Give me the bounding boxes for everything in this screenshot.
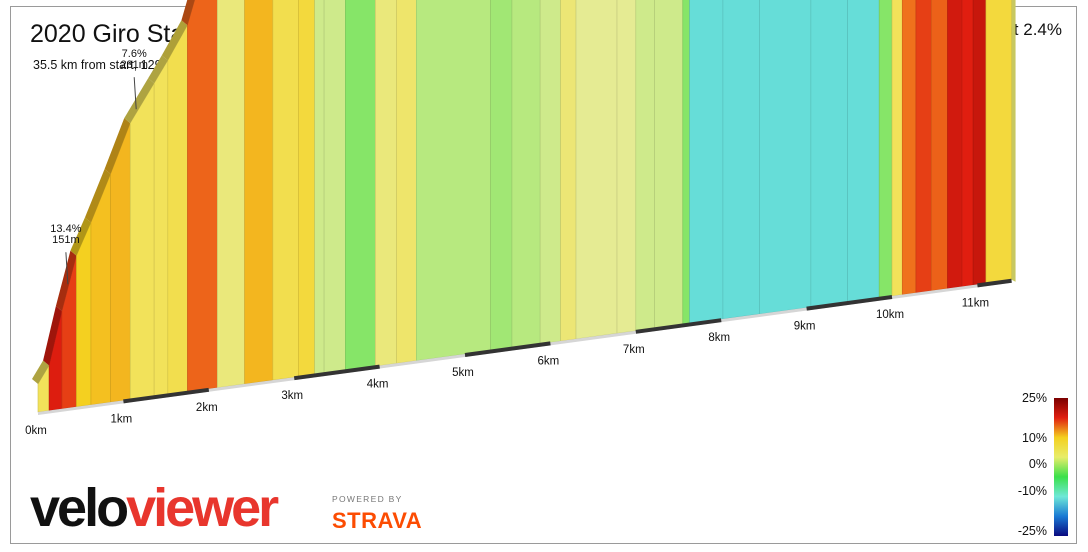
veloviewer-logo[interactable]: veloviewer (30, 478, 279, 538)
profile-segment (153, 59, 169, 397)
profile-segment-top (148, 55, 168, 84)
annotation-length: 151m (52, 234, 80, 246)
profile-segment (689, 0, 724, 324)
x-tick-label: 2km (196, 402, 218, 414)
profile-segment-top (161, 20, 188, 61)
profile-segment (345, 0, 376, 371)
profile-segment-top (104, 118, 131, 175)
profile-segment (490, 0, 513, 351)
profile-segment (539, 0, 561, 345)
profile-segment-top (181, 0, 195, 26)
km-bar (806, 295, 893, 311)
powered-by-label: POWERED BY (332, 494, 403, 504)
profile-segment (511, 0, 541, 348)
profile-segment-top (124, 78, 155, 124)
x-tick-label: 8km (708, 332, 730, 344)
x-tick-label: 7km (623, 344, 645, 356)
legend-label-25: 25% (1021, 391, 1047, 405)
profile-segment (722, 0, 760, 320)
profile-segment (891, 0, 903, 297)
annotation-gradient: 13.4% (50, 223, 81, 235)
road-base (38, 278, 1012, 415)
profile-segment (985, 0, 1012, 284)
profile-segment (930, 0, 948, 292)
profile-segment (272, 0, 299, 381)
strava-logo[interactable]: STRAVA (332, 508, 423, 533)
km-bar (123, 387, 210, 404)
profile-segment (244, 0, 274, 385)
x-tick-label: 11km (962, 297, 989, 309)
km-bar (293, 364, 380, 381)
profile-segments (32, 0, 1016, 413)
x-tick-label: 9km (794, 321, 816, 333)
gradient-annotations: 13.4%151m7.6%231m10.9%280m5.4%108m3.0%30… (50, 48, 148, 285)
brand-area: veloviewer POWERED BY STRAVA (30, 478, 450, 538)
legend-label-0: 0% (1028, 457, 1047, 471)
annotation-gradient: 7.6% (122, 48, 147, 60)
profile-segment (972, 0, 987, 286)
profile-segment (961, 0, 974, 287)
km-bar (464, 341, 551, 357)
profile-segment-top (55, 250, 77, 312)
profile-segment (635, 0, 655, 332)
profile-segment (298, 0, 315, 377)
profile-segment (575, 0, 618, 340)
x-tick-label: 4km (367, 379, 389, 391)
profile-segment (217, 0, 245, 388)
legend-label-10: 10% (1021, 431, 1047, 445)
gradient-legend-bar (1054, 398, 1068, 536)
annotation-length: 231m (120, 59, 148, 71)
profile-segment (396, 0, 417, 364)
x-tick-label: 5km (452, 367, 474, 379)
profile-segment-top (84, 169, 111, 223)
km-bar (977, 278, 1012, 288)
profile-segment (947, 0, 963, 289)
profile-segment (314, 0, 325, 375)
profile-segment (847, 0, 880, 303)
profile-segment (759, 0, 812, 315)
x-tick-label: 1km (111, 413, 133, 425)
x-tick-label: 6km (538, 355, 560, 367)
legend-label-minus10: -10% (1017, 484, 1047, 498)
profile-segment-top (43, 306, 62, 366)
profile-segment (560, 0, 577, 342)
profile-segment (167, 24, 188, 395)
legend-label-minus25: -25% (1017, 524, 1047, 538)
profile-segment (323, 0, 346, 374)
distance-ticks: 0km 1km 2km 3km 4km 5km 6km 7km 8km 9km 10km 11km (25, 297, 989, 437)
annotation-leader (133, 77, 137, 110)
profile-segment (375, 0, 397, 367)
profile-segment (187, 0, 218, 393)
x-tick-label: 3km (281, 390, 303, 402)
km-bar (635, 318, 722, 334)
profile-segment (416, 0, 491, 361)
x-tick-label: 0km (25, 425, 47, 437)
profile-segment (878, 0, 893, 299)
annotation-leader (65, 252, 69, 285)
profile-segment (915, 0, 932, 294)
profile-segment (129, 82, 155, 400)
profile-segment-top (70, 217, 91, 256)
profile-segment (616, 0, 637, 334)
profile-segment-top (32, 360, 50, 384)
x-tick-label: 10km (876, 309, 904, 321)
profile-segment (682, 0, 690, 325)
profile-segment (654, 0, 684, 329)
profile-end-cap (1011, 0, 1016, 282)
profile-segment (901, 0, 917, 295)
profile-segment (810, 0, 848, 308)
